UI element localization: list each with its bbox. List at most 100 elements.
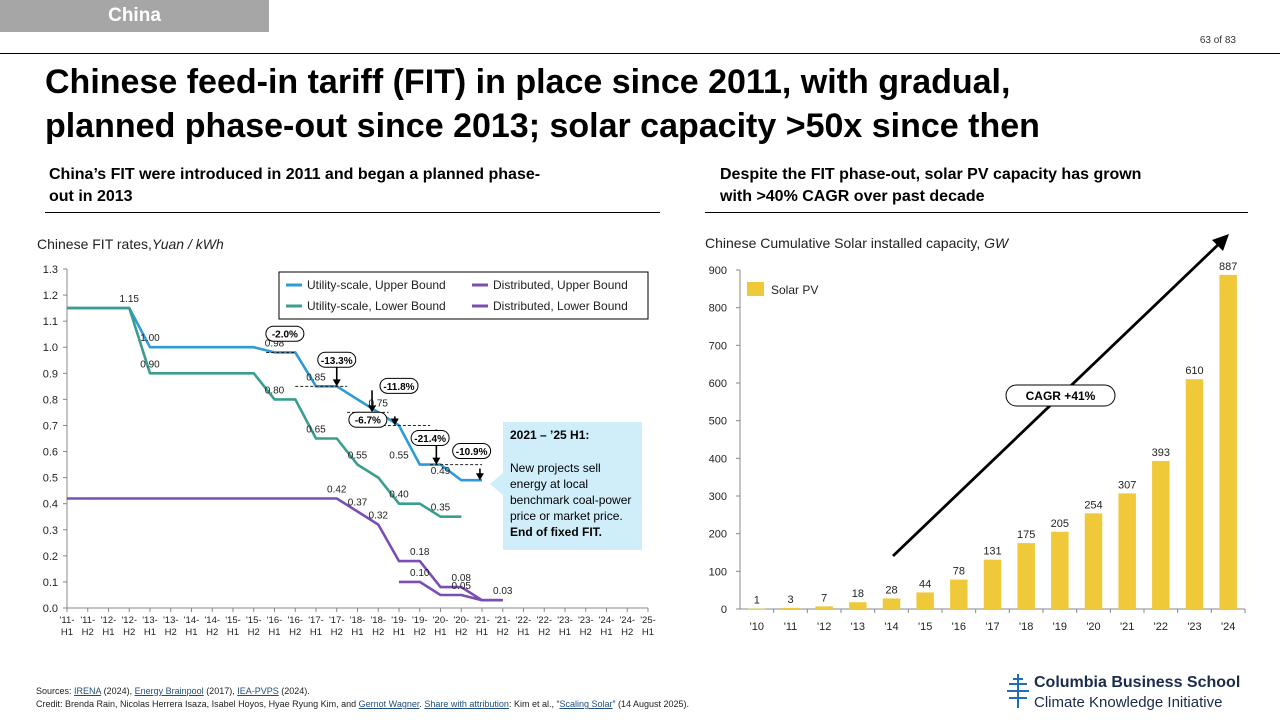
fit-x-tick-label: '13- (142, 615, 158, 626)
cap-y-tick-label: 700 (709, 340, 727, 352)
left-subtitle-line2: out in 2013 (49, 188, 133, 205)
fit-x-tick-label: '14- (184, 615, 200, 626)
fit-y-tick-label: 0.9 (43, 368, 58, 380)
fit-series-line-dist_low (399, 580, 503, 602)
fit-series-line-dist_up (67, 497, 503, 602)
cap-bar (1219, 274, 1237, 609)
cite-title-link[interactable]: Scaling Solar (559, 699, 613, 709)
cap-x-tick-label: '22 (1154, 621, 1168, 633)
fit-legend-label-dist_low: Distributed, Lower Bound (493, 299, 628, 313)
fit-x-tick-label: '16- (287, 615, 303, 626)
credit-text: Credit: Brenda Rain, Nicolas Herrera Isa… (36, 699, 357, 709)
fit-change-pill (348, 411, 388, 428)
source-link-energy-brainpool[interactable]: Energy Brainpool (134, 686, 204, 696)
fit-x-tick-label: '12- (121, 615, 137, 626)
fit-x-tick-label: '23- (557, 615, 573, 626)
fit-data-label: 0.75 (369, 398, 389, 409)
cap-x-tick-label: '16 (952, 621, 966, 633)
cap-x-tick-label: '10 (750, 621, 764, 633)
fit-x-tick-label: H1 (227, 627, 239, 638)
source-link-iea-pvps[interactable]: IEA-PVPS (237, 686, 279, 696)
fit-x-tick-label: H1 (600, 627, 612, 638)
credit-link-gernot-wagner[interactable]: Gernot Wagner (358, 699, 420, 709)
cap-bar (882, 598, 901, 609)
cap-y-tick-label: 600 (709, 378, 727, 390)
callout-heading: 2021 – ’25 H1: (510, 428, 590, 442)
fit-x-tick-label: H2 (580, 627, 592, 638)
source-link-irena[interactable]: IRENA (74, 686, 102, 696)
left-subtitle-line1: China’s FIT were introduced in 2011 and … (49, 166, 541, 183)
fit-y-tick-label: 1.0 (43, 342, 58, 354)
fit-x-tick-label: '11- (80, 615, 95, 626)
capacity-chart-title: Chinese Cumulative Solar installed capac… (705, 235, 1008, 251)
fit-x-tick-label: H1 (310, 627, 322, 638)
fit-data-label: 0.32 (369, 511, 389, 522)
fit-y-tick-label: 0.3 (43, 525, 58, 537)
fit-data-label: 0.42 (327, 484, 347, 495)
source-year-energy-brainpool: (2017), (206, 686, 235, 696)
fit-change-pill-label: -13.3% (321, 356, 353, 367)
fit-legend-label-util_up: Utility-scale, Upper Bound (307, 278, 446, 292)
fit-x-tick-label: H2 (82, 627, 94, 638)
fit-data-label: 0.90 (140, 359, 160, 370)
cap-x-tick-label: '14 (884, 621, 898, 633)
cap-bar-value-label: 7 (821, 592, 827, 604)
fit-y-tick-label: 0.1 (43, 577, 58, 589)
fit-data-label: 0.98 (265, 338, 285, 349)
fit-data-label: 1.00 (140, 333, 160, 344)
fit-data-label: 0.08 (452, 573, 472, 584)
fit-data-label: 0.55 (348, 451, 368, 462)
cap-x-tick-label: '21 (1120, 621, 1134, 633)
fit-change-pill-label: -6.7% (355, 416, 381, 427)
fit-change-arrow-head (332, 379, 341, 387)
cagr-pill-label: CAGR +41% (1026, 389, 1096, 403)
cap-bar (815, 606, 833, 609)
cbs-crown-icon (1007, 674, 1029, 708)
fit-x-tick-label: H2 (165, 627, 177, 638)
fit-change-pill (265, 325, 305, 342)
fit-x-tick-label: '21- (474, 615, 490, 626)
fit-x-tick-label: H1 (61, 627, 73, 638)
fit-x-tick-label: H1 (393, 627, 405, 638)
fit-x-tick-label: H1 (517, 627, 529, 638)
fit-x-tick-label: '15- (246, 615, 262, 626)
fit-x-tick-label: '21- (495, 615, 511, 626)
fit-x-tick-label: '19- (391, 615, 407, 626)
share-link[interactable]: Share with attribution (424, 699, 509, 709)
fit-data-label: 0.35 (431, 503, 451, 514)
fit-chart-title: Chinese FIT rates,Yuan / kWh (37, 236, 224, 252)
fit-x-tick-label: '15- (225, 615, 241, 626)
cite-date: ” (14 August 2025). (612, 699, 690, 709)
fit-change-arrow-head (368, 405, 377, 413)
cap-bar-value-label: 78 (953, 566, 965, 578)
callout-emphasis: End of fixed FIT. (510, 525, 602, 539)
cap-bar-value-label: 1 (754, 595, 760, 607)
sources-line: Sources: IRENA (2024), Energy Brainpool … (36, 685, 689, 698)
section-tag: China (0, 0, 269, 32)
fit-x-tick-label: H2 (455, 627, 467, 638)
fit-y-tick-label: 1.3 (43, 264, 58, 276)
cap-x-tick-label: '18 (1019, 621, 1033, 633)
fit-chart-title-text: Chinese FIT rates, (37, 236, 152, 252)
fit-x-tick-label: '13- (163, 615, 179, 626)
source-year-iea-pvps: (2024). (281, 686, 310, 696)
right-subtitle-rule (705, 212, 1248, 213)
fit-x-tick-label: H2 (331, 627, 343, 638)
fit-change-pill (452, 443, 492, 460)
fit-y-tick-label: 0.4 (43, 499, 58, 511)
fit-y-tick-label: 1.2 (43, 290, 58, 302)
cap-bar-value-label: 44 (919, 578, 931, 590)
fit-x-tick-label: '25- (640, 615, 656, 626)
fit-y-tick-label: 0.0 (43, 603, 58, 615)
cap-y-tick-label: 0 (721, 604, 727, 616)
fit-x-tick-label: H2 (497, 627, 509, 638)
fit-data-label: 0.37 (348, 498, 368, 509)
cap-bar (1017, 543, 1035, 609)
cap-x-tick-label: '19 (1053, 621, 1067, 633)
cap-legend-label: Solar PV (771, 283, 818, 297)
fit-change-pill-label: -21.4% (414, 434, 446, 445)
cap-bar-value-label: 254 (1084, 499, 1102, 511)
cap-bar (1185, 379, 1204, 609)
fit-x-tick-label: '18- (350, 615, 366, 626)
left-subtitle-rule (45, 212, 660, 213)
